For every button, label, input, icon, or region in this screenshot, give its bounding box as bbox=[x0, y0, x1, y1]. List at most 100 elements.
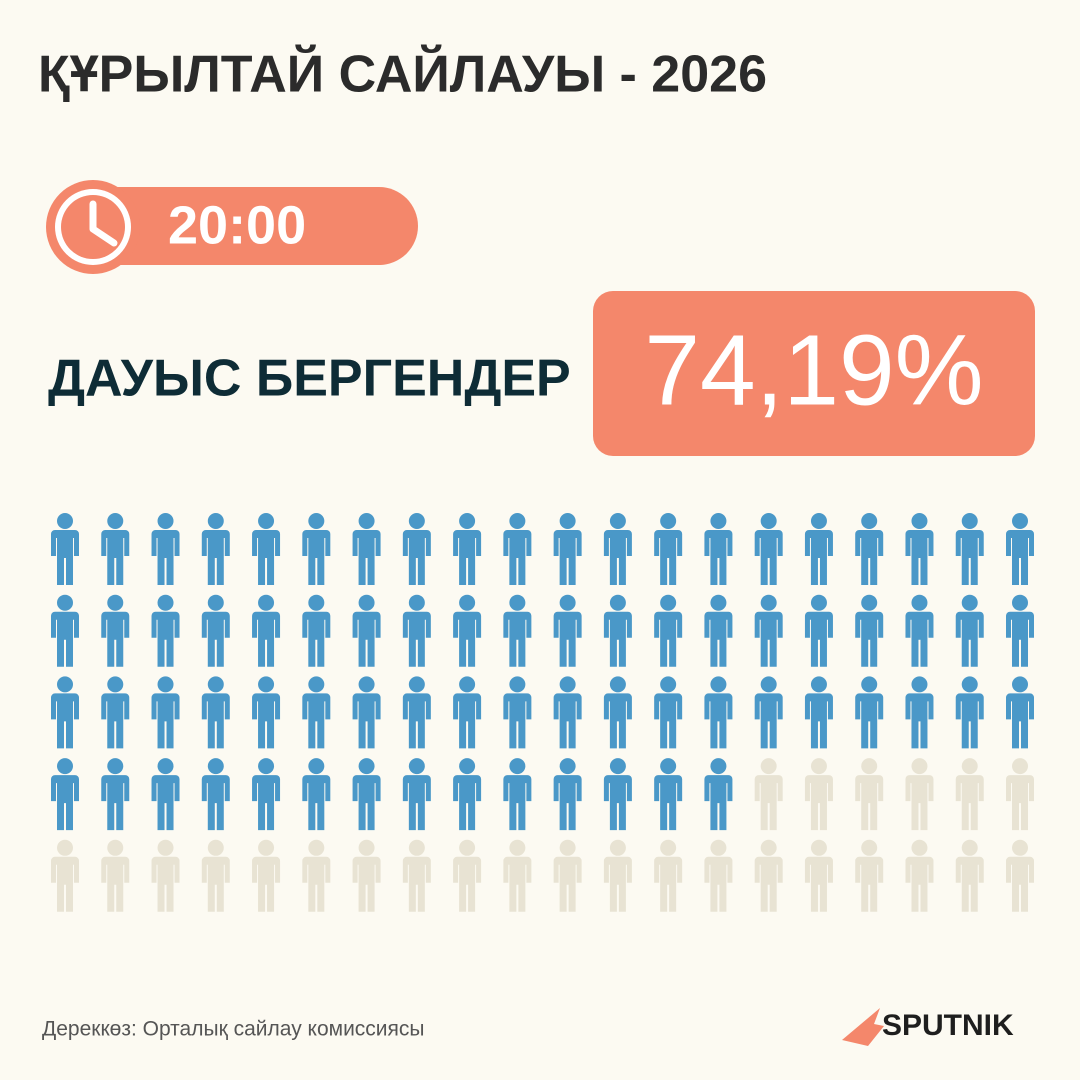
icon-body bbox=[804, 856, 833, 912]
person-icon bbox=[252, 513, 281, 585]
icon-head bbox=[459, 594, 476, 611]
icon-head bbox=[1012, 676, 1028, 693]
icon-body bbox=[51, 775, 79, 831]
icon-head bbox=[207, 839, 224, 856]
icon-head bbox=[57, 839, 73, 856]
icon-body bbox=[654, 530, 683, 585]
icon-body bbox=[1006, 693, 1034, 749]
icon-head bbox=[358, 594, 375, 611]
icon-body bbox=[704, 693, 733, 749]
icon-head bbox=[1012, 513, 1028, 529]
person-icon bbox=[503, 758, 532, 831]
person-icon bbox=[151, 676, 180, 749]
icon-body bbox=[553, 775, 582, 831]
icon-head bbox=[710, 676, 727, 693]
icon-head bbox=[861, 839, 878, 856]
icon-body bbox=[503, 775, 532, 831]
icon-body bbox=[352, 693, 381, 749]
person-icon bbox=[402, 594, 431, 667]
icon-body bbox=[51, 856, 79, 912]
value-label: 74,19% bbox=[644, 314, 983, 426]
icon-body bbox=[603, 775, 632, 831]
icon-body bbox=[704, 530, 733, 585]
icon-body bbox=[1006, 856, 1034, 912]
person-icon bbox=[151, 513, 180, 585]
icon-body bbox=[905, 611, 934, 667]
person-icon bbox=[453, 839, 482, 912]
icon-head bbox=[710, 839, 727, 856]
person-icon bbox=[855, 758, 884, 831]
icon-body bbox=[553, 611, 582, 667]
person-icon bbox=[603, 513, 632, 585]
icon-head bbox=[609, 839, 626, 856]
person-icon bbox=[252, 676, 281, 749]
person-icon bbox=[955, 758, 984, 831]
icon-head bbox=[609, 594, 626, 611]
icon-body bbox=[201, 856, 230, 912]
person-icon bbox=[402, 758, 431, 831]
icon-body bbox=[201, 611, 230, 667]
icon-body bbox=[453, 693, 482, 749]
icon-body bbox=[252, 775, 281, 831]
person-icon bbox=[603, 758, 632, 831]
person-icon bbox=[855, 839, 884, 912]
person-icon bbox=[252, 758, 281, 831]
person-icon bbox=[302, 758, 331, 831]
person-icon bbox=[503, 594, 532, 667]
icon-body bbox=[704, 775, 733, 831]
icon-head bbox=[358, 676, 375, 693]
person-icon bbox=[553, 594, 582, 667]
icon-body bbox=[302, 693, 331, 749]
person-icon bbox=[654, 676, 683, 749]
icon-head bbox=[861, 594, 878, 611]
person-icon bbox=[603, 676, 632, 749]
icon-head bbox=[710, 758, 727, 775]
person-icon bbox=[352, 513, 381, 585]
icon-head bbox=[509, 758, 526, 775]
icon-head bbox=[509, 594, 526, 611]
icon-body bbox=[151, 530, 180, 585]
person-icon bbox=[603, 594, 632, 667]
person-icon bbox=[1006, 839, 1034, 912]
icon-head bbox=[559, 594, 576, 611]
icon-head bbox=[861, 758, 878, 775]
icon-head bbox=[308, 676, 325, 693]
icon-body bbox=[503, 693, 532, 749]
person-icon bbox=[905, 594, 934, 667]
icon-head bbox=[609, 676, 626, 693]
person-icon bbox=[151, 758, 180, 831]
icon-body bbox=[101, 530, 130, 585]
icon-body bbox=[252, 611, 281, 667]
icon-body bbox=[51, 530, 79, 585]
person-icon bbox=[302, 676, 331, 749]
icon-body bbox=[654, 856, 683, 912]
person-icon bbox=[101, 594, 130, 667]
icon-head bbox=[1012, 839, 1028, 856]
icon-head bbox=[961, 594, 978, 611]
icon-body bbox=[553, 530, 582, 585]
person-icon bbox=[553, 513, 582, 585]
person-icon bbox=[654, 594, 683, 667]
title: ҚҰРЫЛТАЙ САЙЛАУЫ - 2026 bbox=[38, 45, 767, 104]
icon-head bbox=[559, 513, 576, 529]
icon-body bbox=[804, 693, 833, 749]
icon-head bbox=[308, 839, 325, 856]
person-icon bbox=[804, 758, 833, 831]
icon-body bbox=[955, 856, 984, 912]
icon-head bbox=[207, 676, 224, 693]
icon-body bbox=[51, 693, 79, 749]
icon-body bbox=[1006, 530, 1034, 585]
icon-body bbox=[201, 775, 230, 831]
icon-head bbox=[961, 513, 978, 529]
icon-head bbox=[559, 839, 576, 856]
icon-head bbox=[157, 758, 174, 775]
icon-head bbox=[660, 676, 677, 693]
person-icon bbox=[654, 839, 683, 912]
icon-head bbox=[57, 758, 73, 775]
icon-body bbox=[603, 693, 632, 749]
icon-head bbox=[459, 758, 476, 775]
person-icon bbox=[201, 594, 230, 667]
icon-body bbox=[302, 775, 331, 831]
